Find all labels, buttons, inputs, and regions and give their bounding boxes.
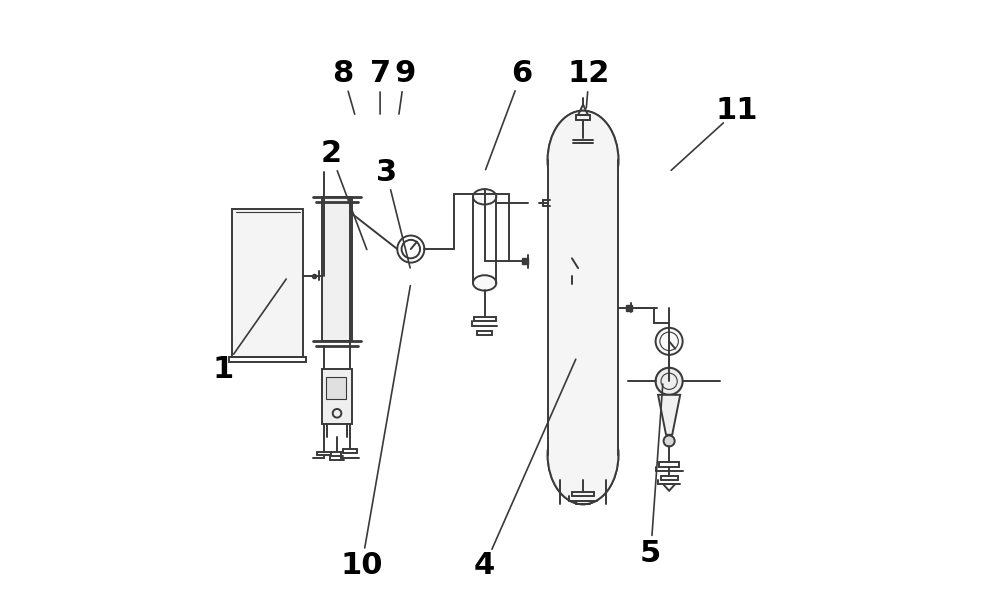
Circle shape (656, 368, 683, 395)
Polygon shape (658, 395, 680, 435)
Text: 10: 10 (340, 551, 383, 581)
Text: 5: 5 (640, 539, 661, 568)
Bar (326, 378, 346, 400)
Bar (322, 197, 352, 341)
Ellipse shape (473, 276, 496, 291)
Text: 6: 6 (511, 59, 532, 89)
Ellipse shape (548, 406, 618, 504)
Text: 8: 8 (333, 59, 354, 89)
Bar (232, 209, 303, 357)
Ellipse shape (548, 111, 618, 209)
Ellipse shape (548, 111, 618, 209)
Circle shape (664, 435, 675, 446)
Ellipse shape (473, 189, 496, 205)
Circle shape (656, 328, 683, 355)
Text: 3: 3 (376, 157, 397, 187)
Text: 12: 12 (568, 59, 610, 89)
Bar (548, 160, 618, 455)
Ellipse shape (548, 406, 618, 504)
Text: 11: 11 (716, 96, 758, 125)
Circle shape (555, 241, 589, 276)
Text: 4: 4 (474, 551, 495, 581)
Text: 1: 1 (213, 354, 234, 384)
Text: 2: 2 (320, 139, 341, 169)
Text: 7: 7 (370, 59, 391, 89)
Text: 9: 9 (394, 59, 415, 89)
Bar (322, 369, 352, 424)
